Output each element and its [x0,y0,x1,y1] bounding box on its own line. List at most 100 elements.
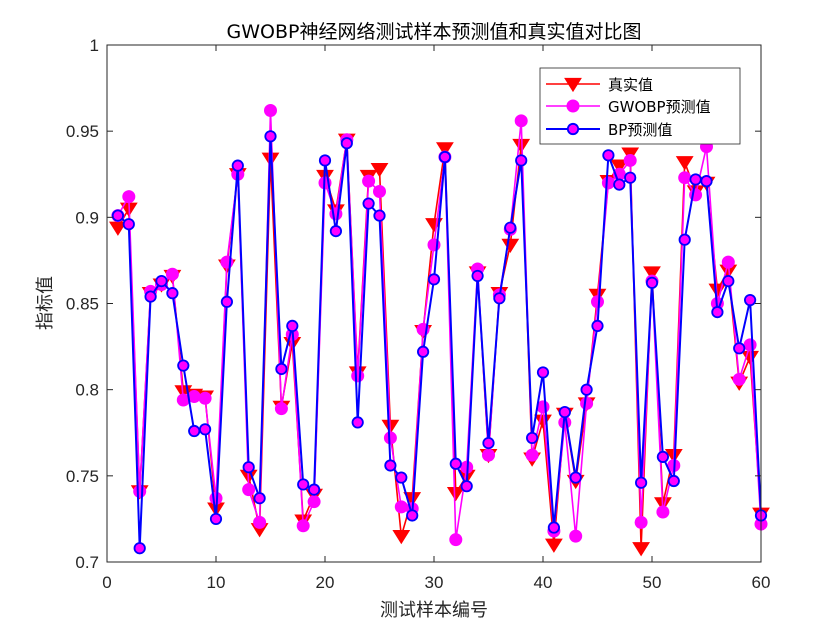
bp-pred-point [602,149,615,162]
bp-pred-point [111,209,125,222]
bp-pred-point [395,471,408,484]
gwobp-pred-point [580,396,594,410]
y-tick-label: 0.85 [66,295,99,314]
legend: 真实值 GWOBP预测值 BP预测值 [539,67,741,145]
bp-pred-point [504,221,517,234]
x-axis: 0 10 20 30 40 50 60 [102,45,770,592]
gwobp-pred-point [591,295,604,309]
bp-pred-point [536,366,550,379]
bp-pred-legend-label: BP预测值 [608,121,672,139]
bp-pred-point [678,233,691,246]
bp-pred-point [558,405,571,419]
gwobp-pred-legend-label: GWOBP预测值 [608,98,711,116]
bp-pred-point [318,154,332,167]
watermark: 知乎 @小生 [712,583,818,607]
gwobp-pred-point [351,369,365,383]
bp-pred-point [591,319,604,333]
y-tick-label: 1 [90,36,99,55]
bp-pred-point [438,150,451,164]
bp-pred-point [351,416,364,429]
gwobp-pred-point [601,176,615,190]
bp-pred-point [667,474,680,488]
bp-pred-point [307,483,321,496]
bp-pred-point [711,306,724,319]
bp-pred-point [416,345,430,358]
gwobp-pred-legend-marker [566,99,580,113]
bp-pred-point [155,274,168,288]
bp-pred-point [166,287,179,300]
gwobp-pred-point [656,505,670,519]
x-tick-label: 60 [752,573,771,592]
gwobp-pred-point [383,431,397,445]
bp-pred-point [133,542,146,555]
gwobp-pred-point [165,267,179,281]
gwobp-pred-point [296,519,310,533]
bp-pred-point [199,423,212,436]
x-tick-label: 0 [102,573,111,592]
gwobp-pred-point [569,529,583,543]
x-tick-label: 40 [534,573,553,592]
legend-items: 真实值 GWOBP预测值 BP预测值 [546,76,711,139]
y-tick-label: 0.95 [66,122,99,141]
x-axis-label: 测试样本编号 [380,600,488,621]
true-value-point [446,486,465,502]
bp-pred-point [449,457,462,470]
gwobp-pred-point [732,372,746,386]
gwobp-pred-point [623,153,637,167]
bp-pred-point [373,209,386,222]
true-value-legend-label: 真实值 [608,76,653,94]
bp-pred-line [117,135,762,550]
bp-pred-point [624,171,637,184]
bp-pred-point [427,273,441,286]
bp-pred-point [209,512,223,526]
bp-pred-point [634,476,648,489]
bp-pred-legend-marker [566,122,580,136]
bp-pred-point [177,359,190,372]
true-value-point [370,162,389,178]
gwobp-pred-point [743,338,757,352]
bp-pred-point [253,492,266,505]
bp-pred-point [297,478,310,491]
x-tick-label: 10 [207,573,226,592]
bp-pred-point [275,362,288,376]
y-tick-label: 0.7 [75,553,99,572]
bp-pred-point [656,450,670,463]
gwobp-pred-point [394,500,408,514]
bp-pred-point [515,154,528,167]
bp-pred-point [733,342,746,355]
bp-pred-point [471,269,484,283]
bp-pred-point [613,178,626,191]
bp-pred-point [689,173,702,186]
gwobp-pred-point [449,533,463,547]
bp-pred-point [144,290,157,303]
y-tick-label: 0.8 [75,381,99,400]
bp-pred-point [220,295,233,308]
gwobp-pred-point [242,483,256,497]
gwobp-pred-point [373,184,386,198]
true-value-point [392,530,411,545]
y-axis-label: 指标值 [35,276,56,330]
chart-title: GWOBP神经网络测试样本预测值和真实值对比图 [227,21,642,43]
gwobp-pred-point [362,174,376,188]
gwobp-pred-point [122,190,136,204]
true-value-point [501,238,520,254]
bp-pred-point [743,293,757,307]
bp-pred-point [242,461,255,474]
y-axis: 0.7 0.75 0.8 0.85 0.9 0.95 1 [66,36,761,572]
bp-pred-point [329,225,342,238]
bp-pred-point [493,292,506,305]
bp-pred-point [460,480,473,493]
x-tick-label: 20 [316,573,335,592]
true-value-point [610,159,629,174]
bp-pred-point [406,509,419,522]
bp-pred-point [482,436,495,450]
true-value-point [435,142,454,157]
bp-pred-point [384,459,397,472]
x-tick-label: 50 [643,573,662,592]
bp-pred-point [580,383,593,396]
gwobp-pred-point [274,402,288,416]
gwobp-pred-point [307,495,321,509]
gwobp-pred-point [253,515,267,529]
bp-pred-point [340,137,353,150]
